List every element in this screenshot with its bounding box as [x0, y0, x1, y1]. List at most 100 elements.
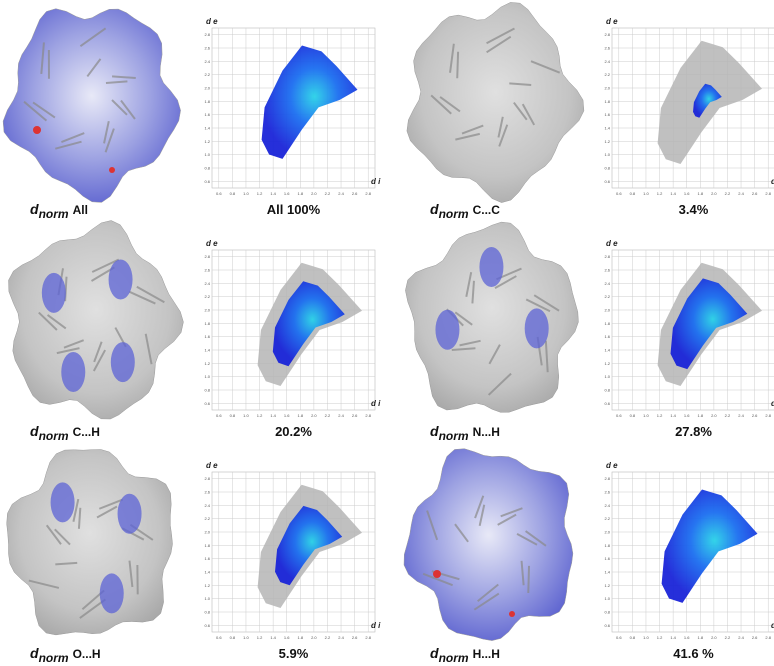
- y-tick-label: 2.6: [604, 268, 610, 273]
- x-tick-label: 2.8: [765, 635, 771, 640]
- panel: dnormC...H0.60.60.80.81.01.01.21.21.41.4…: [9, 221, 382, 444]
- x-tick-label: 2.4: [738, 191, 744, 196]
- y-tick-label: 1.6: [604, 112, 610, 117]
- y-tick-label: 1.8: [604, 543, 610, 548]
- fingerprint-label: 20.2%: [275, 424, 312, 439]
- x-tick-label: 2.4: [338, 635, 344, 640]
- y-tick-label: 2.4: [604, 59, 610, 64]
- y-tick-label: 2.8: [604, 254, 610, 259]
- x-tick-label: 1.0: [243, 635, 249, 640]
- hirshfeld-surface: [7, 450, 173, 635]
- x-tick-label: 2.0: [311, 413, 317, 418]
- y-tick-label: 2.4: [204, 503, 210, 508]
- x-tick-label: 1.6: [284, 413, 290, 418]
- y-tick-label: 2.2: [204, 294, 210, 299]
- y-tick-label: 1.4: [604, 570, 610, 575]
- y-tick-label: 1.0: [204, 152, 210, 157]
- y-tick-label: 1.8: [604, 321, 610, 326]
- contact-patch: [42, 273, 66, 313]
- subscript: norm: [39, 651, 69, 665]
- x-tick-label: 2.0: [311, 191, 317, 196]
- surface-label: dnormN...H: [430, 423, 500, 443]
- y-axis-label: d e: [206, 461, 218, 470]
- x-tick-label: 2.6: [752, 635, 758, 640]
- y-axis-label: d e: [606, 239, 618, 248]
- y-tick-label: 1.4: [204, 348, 210, 353]
- x-tick-label: 2.4: [738, 413, 744, 418]
- y-tick-label: 1.6: [204, 112, 210, 117]
- y-tick-label: 1.8: [204, 99, 210, 104]
- y-tick-label: 0.8: [604, 166, 610, 171]
- red-spot: [509, 611, 515, 617]
- y-tick-label: 0.6: [204, 623, 210, 628]
- y-tick-label: 2.8: [604, 32, 610, 37]
- fingerprint-label: All 100%: [267, 202, 321, 217]
- y-tick-label: 1.4: [604, 348, 610, 353]
- x-tick-label: 2.6: [752, 191, 758, 196]
- y-axis-label: d e: [206, 17, 218, 26]
- subscript: norm: [439, 207, 469, 221]
- x-tick-label: 0.6: [216, 635, 222, 640]
- x-tick-label: 0.6: [616, 635, 622, 640]
- y-axis-label: d e: [606, 461, 618, 470]
- subscript: norm: [39, 429, 69, 443]
- y-tick-label: 1.2: [204, 361, 210, 366]
- hirshfeld-surface: [407, 2, 584, 202]
- y-axis-label: d e: [606, 17, 618, 26]
- contact-patch: [109, 259, 133, 299]
- x-tick-label: 1.6: [684, 635, 690, 640]
- y-tick-label: 2.2: [604, 72, 610, 77]
- y-tick-label: 1.2: [604, 139, 610, 144]
- x-tick-label: 2.2: [725, 413, 731, 418]
- red-spot: [433, 570, 441, 578]
- surface-label: dnormH...H: [430, 645, 500, 665]
- x-tick-label: 1.4: [270, 635, 276, 640]
- y-tick-label: 1.4: [604, 126, 610, 131]
- y-tick-label: 1.2: [204, 139, 210, 144]
- figure: dnormAll0.60.60.80.81.01.01.21.21.41.41.…: [0, 0, 774, 666]
- contact-patch: [61, 352, 85, 392]
- subscript: norm: [439, 429, 469, 443]
- x-tick-label: 0.6: [616, 191, 622, 196]
- contact: All: [73, 203, 88, 217]
- x-tick-label: 1.6: [684, 191, 690, 196]
- y-tick-label: 1.4: [204, 126, 210, 131]
- x-tick-label: 0.8: [630, 191, 636, 196]
- contact-patch: [525, 308, 549, 348]
- x-tick-label: 1.2: [657, 191, 663, 196]
- x-tick-label: 0.8: [230, 413, 236, 418]
- x-tick-label: 1.2: [257, 635, 263, 640]
- contact: C...H: [73, 425, 100, 439]
- contact-patch: [111, 342, 135, 382]
- y-tick-label: 1.0: [204, 596, 210, 601]
- x-tick-label: 2.0: [711, 413, 717, 418]
- x-tick-label: 2.0: [311, 635, 317, 640]
- y-tick-label: 1.6: [604, 556, 610, 561]
- contact-patch: [479, 247, 503, 287]
- x-tick-label: 2.8: [365, 635, 371, 640]
- y-axis-label: d e: [206, 239, 218, 248]
- x-tick-label: 1.4: [670, 413, 676, 418]
- y-tick-label: 0.8: [604, 388, 610, 393]
- x-tick-label: 2.4: [338, 191, 344, 196]
- contact: O...H: [73, 647, 101, 661]
- x-tick-label: 1.6: [284, 191, 290, 196]
- x-tick-label: 1.0: [243, 413, 249, 418]
- x-tick-label: 2.2: [725, 635, 731, 640]
- hirshfeld-surface: [9, 221, 184, 420]
- contact: C...C: [473, 203, 501, 217]
- y-tick-label: 0.8: [204, 388, 210, 393]
- x-tick-label: 1.6: [684, 413, 690, 418]
- y-tick-label: 1.8: [204, 321, 210, 326]
- x-tick-label: 2.8: [365, 413, 371, 418]
- x-tick-label: 1.0: [643, 413, 649, 418]
- y-tick-label: 2.8: [204, 32, 210, 37]
- y-tick-label: 2.8: [204, 476, 210, 481]
- x-axis-label: d i: [371, 621, 381, 630]
- x-tick-label: 2.0: [711, 191, 717, 196]
- molecule-bond: [79, 508, 80, 529]
- x-axis-label: d i: [371, 177, 381, 186]
- y-tick-label: 0.6: [604, 401, 610, 406]
- x-tick-label: 0.8: [630, 635, 636, 640]
